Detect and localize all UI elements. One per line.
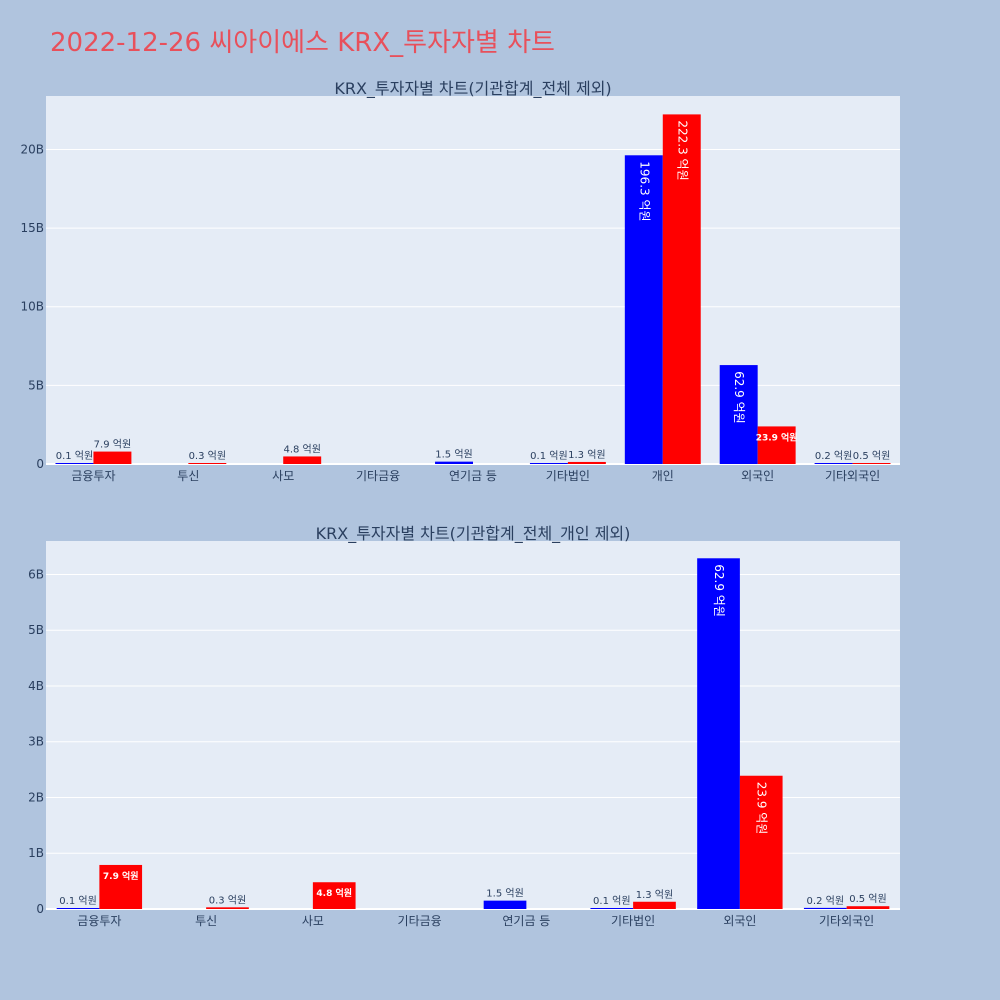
data-label: 0.2 억원 [815,450,852,462]
page-title: 2022-12-26 씨아이에스 KRX_투자자별 차트 [50,28,555,58]
data-label: 1.5 억원 [435,449,472,461]
data-label: 23.9 억원 [755,782,769,835]
bar [852,463,891,464]
x-tick-label: 사모 [302,914,324,928]
x-tick-label: 기타외국인 [819,914,874,928]
y-tick-label: 5B [28,378,44,392]
data-label: 7.9 억원 [94,439,131,451]
y-tick-label: 20B [20,142,44,156]
bar [529,463,568,464]
data-label: 0.3 억원 [209,894,246,906]
x-tick-label: 사모 [272,469,294,483]
bar [55,463,94,464]
data-label: 0.1 억원 [593,895,630,907]
y-tick-label: 6B [28,567,44,581]
chart-title: KRX_투자자별 차트(기관합계_전체 제외) [334,79,611,99]
data-label: 1.3 억원 [636,889,673,901]
bar [697,558,740,909]
y-tick-label: 2B [28,790,44,804]
plot-area [46,96,900,464]
bar [590,908,634,909]
x-tick-label: 기타금융 [356,469,400,483]
data-label: 0.5 억원 [849,893,886,905]
bar [739,775,783,909]
data-label: 4.8 억원 [283,443,320,455]
bar [719,365,758,464]
data-label: 4.8 억원 [316,887,352,899]
x-tick-label: 기타법인 [611,914,655,928]
x-tick-label: 기타법인 [546,469,590,483]
y-tick-label: 1B [28,846,44,860]
y-tick-label: 4B [28,679,44,693]
x-tick-label: 투신 [177,469,199,483]
bar [435,461,473,464]
bar [56,908,100,909]
data-label: 7.9 억원 [103,870,139,882]
data-label: 0.1 억원 [530,450,567,462]
data-label: 0.5 억원 [853,450,890,462]
x-tick-label: 투신 [195,914,217,928]
x-tick-label: 금융투자 [71,469,115,483]
bar [283,456,322,464]
bar [567,461,606,464]
x-tick-label: 외국인 [741,469,774,483]
x-tick-label: 연기금 등 [449,469,497,483]
bar [99,864,143,909]
data-label: 62.9 억원 [732,371,746,424]
bar [312,882,356,909]
y-tick-label: 15B [20,221,44,235]
y-tick-label: 3B [28,735,44,749]
data-label: 0.1 억원 [56,450,93,462]
x-tick-label: 기타외국인 [825,469,880,483]
bar [483,900,527,909]
x-tick-label: 개인 [652,469,674,483]
bar [803,907,847,909]
data-label: 0.2 억원 [807,895,844,907]
x-tick-label: 기타금융 [398,914,442,928]
bar [846,906,890,909]
bar [188,463,227,464]
bar [633,901,676,909]
x-tick-label: 금융투자 [77,914,121,928]
bar [206,907,249,909]
data-label: 222.3 억원 [675,120,689,180]
chart-title: KRX_투자자별 차트(기관합계_전체_개인 제외) [316,524,631,544]
y-tick-label: 5B [28,623,44,637]
y-tick-label: 10B [20,300,44,314]
data-label: 196.3 억원 [637,161,651,221]
data-label: 1.5 억원 [486,888,523,900]
y-tick-label: 0 [36,457,44,471]
bar [662,114,701,465]
data-label: 0.1 억원 [59,895,96,907]
chart-excl-individual: KRX_투자자별 차트(기관합계_전체_개인 제외) 0 1B 2B 3B 4B 5B 6B 금… [28,524,900,928]
bar [93,451,132,464]
data-label: 1.3 억원 [568,449,605,461]
data-label: 23.9 억원 [756,431,798,443]
bar [814,463,853,464]
bar [624,155,663,464]
x-tick-label: 연기금 등 [502,914,550,928]
y-tick-label: 0 [36,902,44,916]
bar [757,426,796,464]
x-tick-label: 외국인 [723,914,756,928]
chart-overall: KRX_투자자별 차트(기관합계_전체 제외) 0 5B 10B 15B 20B 금융투자 0… [20,79,900,483]
data-label: 0.3 억원 [189,450,226,462]
data-label: 62.9 억원 [712,564,726,617]
